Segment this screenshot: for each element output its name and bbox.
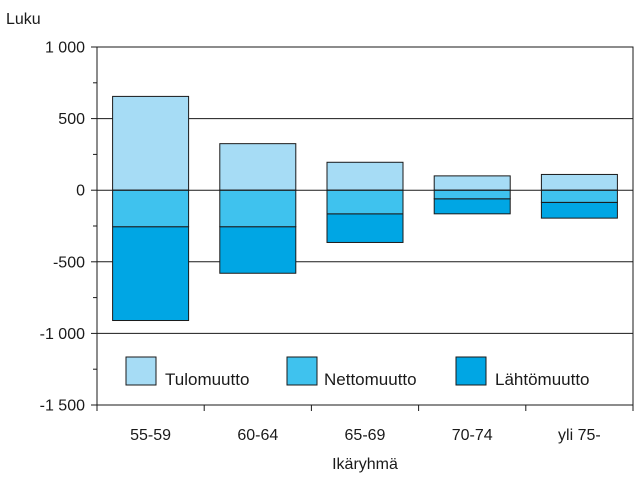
bars	[112, 95, 618, 322]
legend-swatch	[125, 356, 157, 386]
x-axis-ticks: 55-59 60-64 65-69 70-74 yli 75-	[96, 405, 634, 444]
y-tick-label: -1 000	[40, 326, 85, 343]
bar-lahtomuutto	[326, 213, 404, 243]
y-axis-title: Luku	[6, 11, 41, 28]
bar-tulomuutto	[540, 173, 618, 191]
legend-swatch	[455, 356, 487, 386]
bar-nettomuutto	[540, 189, 618, 203]
y-tick-label: 1 000	[45, 40, 85, 57]
y-tick-label: 0	[76, 183, 85, 200]
x-tick-label: 65-69	[345, 427, 386, 444]
bar-tulomuutto	[326, 161, 404, 191]
x-axis-title: Ikäryhmä	[332, 456, 398, 473]
bar-nettomuutto	[326, 189, 404, 215]
bar-lahtomuutto	[112, 226, 190, 322]
bar-tulomuutto	[433, 175, 511, 191]
x-tick-label: 55-59	[130, 427, 171, 444]
plot-frame	[96, 46, 634, 406]
bar-nettomuutto	[219, 189, 297, 228]
bar-lahtomuutto	[219, 226, 297, 274]
bar-nettomuutto	[433, 189, 511, 200]
legend-background	[116, 341, 623, 397]
legend: Tulomuutto Nettomuutto Lähtömuutto	[116, 341, 623, 397]
y-tick-label: 500	[58, 111, 85, 128]
y-axis-ticks: 1 000 500 0 -500 -1 000 -1 500	[40, 40, 97, 415]
legend-label: Tulomuutto	[165, 370, 249, 389]
legend-swatch	[286, 356, 318, 386]
bar-tulomuutto	[112, 95, 190, 191]
x-tick-label: yli 75-	[558, 427, 601, 444]
x-tick-label: 70-74	[452, 427, 493, 444]
bar-nettomuutto	[112, 189, 190, 228]
legend-label: Lähtömuutto	[495, 370, 590, 389]
x-tick-label: 60-64	[237, 427, 278, 444]
y-tick-label: -1 500	[40, 398, 85, 415]
bar-lahtomuutto	[540, 201, 618, 219]
y-tick-label: -500	[53, 254, 85, 271]
legend-label: Nettomuutto	[324, 370, 417, 389]
bar-lahtomuutto	[433, 198, 511, 215]
bar-tulomuutto	[219, 143, 297, 191]
